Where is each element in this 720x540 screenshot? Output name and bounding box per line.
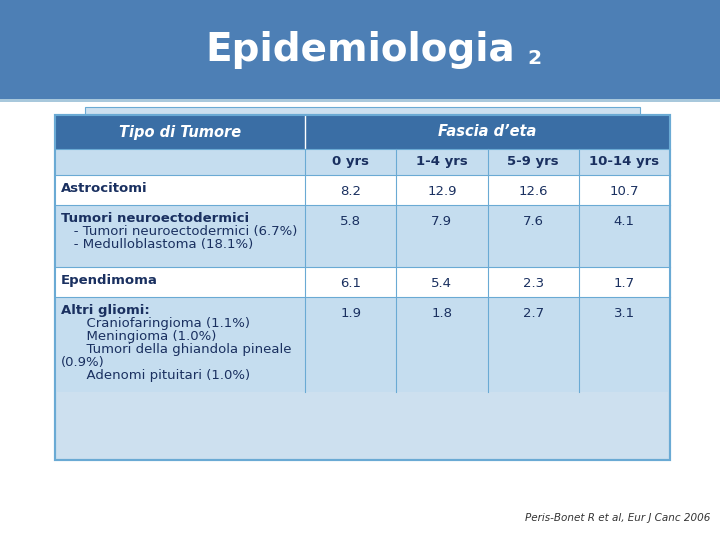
Text: Peris-Bonet R et al, Eur J Canc 2006: Peris-Bonet R et al, Eur J Canc 2006 [525,513,710,523]
Bar [0,100,720,540]
Text: Ependimoma: Ependimoma [61,274,158,287]
Bar [55,297,670,392]
Text: - Medulloblastoma (18.1%): - Medulloblastoma (18.1%) [61,238,253,251]
Text: 6.1: 6.1 [340,277,361,290]
Text: 12.6: 12.6 [518,185,548,198]
Text: 3.1: 3.1 [614,307,635,320]
Bar [0,0,720,100]
Bar [55,115,670,460]
Text: Meningioma (1.0%): Meningioma (1.0%) [61,330,217,343]
Bar [55,267,670,297]
Bar [55,149,670,175]
Text: 2.3: 2.3 [523,277,544,290]
Text: Altri gliomi:: Altri gliomi: [61,304,150,317]
Text: Tipo di Tumore: Tipo di Tumore [119,125,241,139]
Text: 1-4 yrs: 1-4 yrs [416,156,468,168]
Bar [55,115,670,460]
Text: 7.9: 7.9 [431,215,452,228]
Text: 10.7: 10.7 [610,185,639,198]
Text: 7.6: 7.6 [523,215,544,228]
Text: (0.9%): (0.9%) [61,356,104,369]
Text: 12.9: 12.9 [427,185,456,198]
Text: 8.2: 8.2 [340,185,361,198]
Text: Tumori neuroectodermici: Tumori neuroectodermici [61,212,249,225]
Text: Astrocitomi: Astrocitomi [61,182,148,195]
Text: 5-9 yrs: 5-9 yrs [508,156,559,168]
Text: 1.9: 1.9 [340,307,361,320]
Text: 0 yrs: 0 yrs [332,156,369,168]
Text: 2: 2 [527,50,541,69]
Bar [55,115,670,149]
Text: 2.7: 2.7 [523,307,544,320]
Text: 5.8: 5.8 [340,215,361,228]
Text: 1.8: 1.8 [431,307,452,320]
Text: Epidemiologia: Epidemiologia [205,31,515,69]
Text: Fascia d’eta: Fascia d’eta [438,125,536,139]
Text: 10-14 yrs: 10-14 yrs [589,156,660,168]
Text: 1.7: 1.7 [614,277,635,290]
Text: Tumori della ghiandola pineale: Tumori della ghiandola pineale [61,343,292,356]
Text: - Tumori neuroectodermici (6.7%): - Tumori neuroectodermici (6.7%) [61,225,297,238]
Bar [85,107,640,115]
Bar [55,175,670,205]
Bar [55,205,670,267]
Text: Craniofaringioma (1.1%): Craniofaringioma (1.1%) [61,317,250,330]
Text: 4.1: 4.1 [614,215,635,228]
Text: 5.4: 5.4 [431,277,452,290]
Text: Adenomi pituitari (1.0%): Adenomi pituitari (1.0%) [61,369,250,382]
Bar [0,99,720,102]
